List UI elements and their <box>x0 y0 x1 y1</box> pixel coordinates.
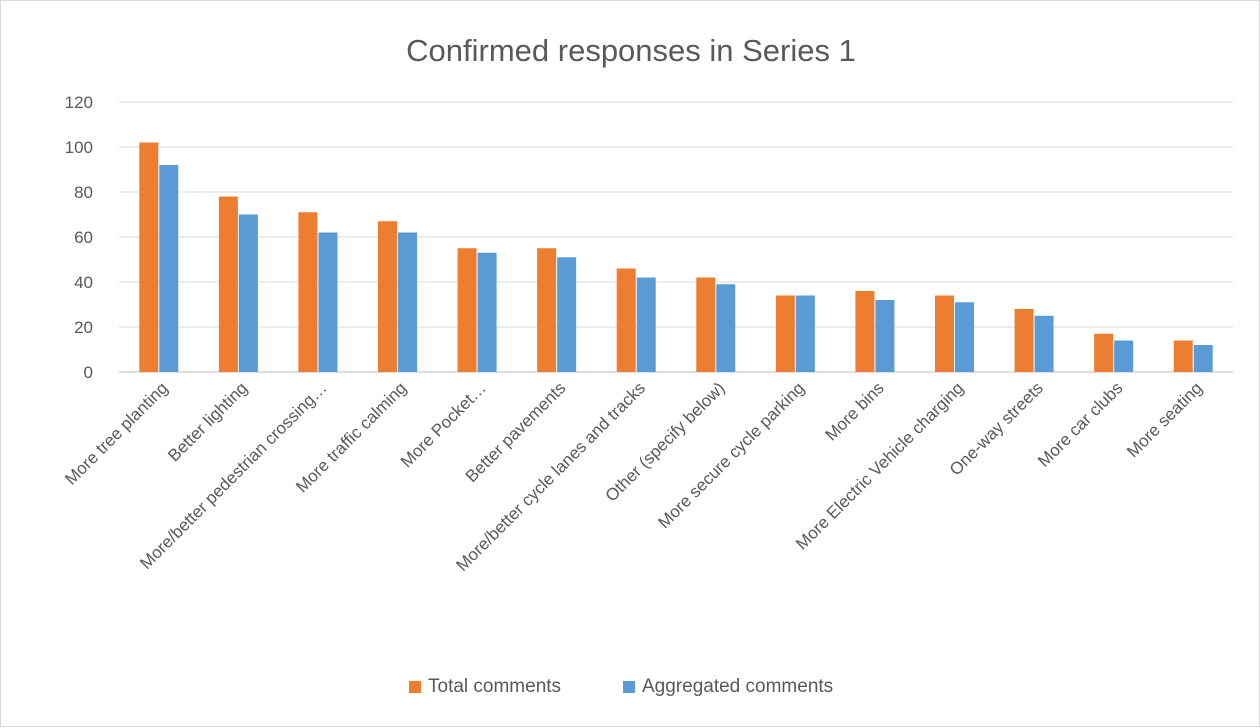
bar-total-comments <box>935 295 954 372</box>
bar-total-comments <box>298 212 318 372</box>
bar-total-comments <box>537 248 557 372</box>
bars <box>139 142 1213 372</box>
legend-label: Total comments <box>428 676 561 697</box>
bar-aggregated-comments <box>1034 315 1054 372</box>
bar-total-comments <box>775 295 795 372</box>
bar-aggregated-comments <box>955 302 974 372</box>
x-tick-label: More Electric Vehicle charging <box>792 378 967 553</box>
bar-aggregated-comments <box>477 252 497 372</box>
y-tick-label: 60 <box>74 228 93 247</box>
bar-aggregated-comments <box>398 232 417 372</box>
x-tick-label: More tree planting <box>61 378 171 488</box>
legend-swatch <box>623 681 635 693</box>
x-tick-label: Better lighting <box>164 378 251 465</box>
x-tick-label: More bins <box>822 378 888 444</box>
bar-aggregated-comments <box>318 232 338 372</box>
x-tick-label: More secure cycle parking <box>654 378 808 532</box>
chart-title: Confirmed responses in Series 1 <box>406 33 856 68</box>
y-axis-ticks: 0 20 40 60 80 100 120 <box>65 93 93 382</box>
y-tick-label: 40 <box>74 273 93 292</box>
bar-total-comments <box>378 221 397 372</box>
bar-aggregated-comments <box>795 295 815 372</box>
bar-aggregated-comments <box>238 214 258 372</box>
x-tick-label: More car clubs <box>1034 378 1126 470</box>
bar-aggregated-comments <box>875 300 895 372</box>
legend-swatch <box>409 681 421 693</box>
legend: Total comments Aggregated comments <box>409 676 833 697</box>
bar-aggregated-comments <box>636 277 656 372</box>
bar-total-comments <box>855 291 875 372</box>
bar-total-comments <box>1173 340 1193 372</box>
bar-aggregated-comments <box>557 257 577 372</box>
gridlines <box>119 101 1233 373</box>
x-tick-label: More seating <box>1123 378 1206 461</box>
bar-total-comments <box>139 142 159 372</box>
y-tick-label: 100 <box>65 138 93 157</box>
bar-aggregated-comments <box>716 284 736 372</box>
legend-label: Aggregated comments <box>642 676 833 697</box>
bar-total-comments <box>1094 333 1114 372</box>
bar-aggregated-comments <box>1193 345 1213 372</box>
y-tick-label: 20 <box>74 318 93 337</box>
y-tick-label: 120 <box>65 93 93 112</box>
bar-total-comments <box>1014 309 1034 372</box>
bar-total-comments <box>616 268 636 372</box>
bar-total-comments <box>696 277 716 372</box>
bar-total-comments <box>457 248 477 372</box>
y-tick-label: 0 <box>84 363 93 382</box>
bar-aggregated-comments <box>159 165 179 372</box>
bar-total-comments <box>218 196 238 372</box>
bar-aggregated-comments <box>1114 340 1134 372</box>
y-tick-label: 80 <box>74 183 93 202</box>
